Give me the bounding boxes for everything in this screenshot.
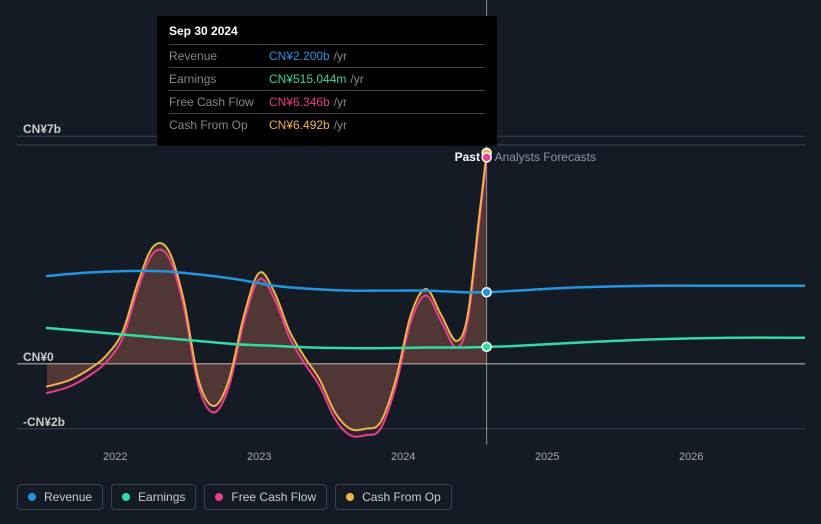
legend-label: Earnings bbox=[138, 490, 185, 504]
x-tick-label: 2024 bbox=[391, 451, 415, 463]
tooltip-row: Free Cash FlowCN¥6.346b/yr bbox=[169, 90, 485, 113]
label-forecast: Analysts Forecasts bbox=[495, 150, 596, 164]
tooltip-row-value: CN¥6.492b bbox=[269, 118, 330, 132]
tooltip-row-value: CN¥6.346b bbox=[269, 95, 330, 109]
y-tick-label: CN¥0 bbox=[23, 350, 54, 364]
tooltip-row-label: Revenue bbox=[169, 49, 269, 63]
tooltip-row-unit: /yr bbox=[334, 118, 347, 132]
tooltip-row-value: CN¥515.044m bbox=[269, 72, 346, 86]
legend: Revenue Earnings Free Cash Flow Cash From O… bbox=[17, 484, 452, 510]
tooltip-row-label: Earnings bbox=[169, 72, 269, 86]
legend-label: Revenue bbox=[44, 490, 92, 504]
chart-area: CN¥7b CN¥0 -CN¥2b 2022 2023 2024 2025 2026 Sep… bbox=[17, 0, 805, 475]
legend-dot bbox=[215, 493, 223, 501]
legend-item-revenue[interactable]: Revenue bbox=[17, 484, 103, 510]
tooltip-row: RevenueCN¥2.200b/yr bbox=[169, 44, 485, 67]
tooltip-row-unit: /yr bbox=[334, 49, 347, 63]
x-tick-label: 2026 bbox=[679, 451, 703, 463]
tooltip-title: Sep 30 2024 bbox=[169, 24, 485, 44]
legend-item-free_cash_flow[interactable]: Free Cash Flow bbox=[204, 484, 327, 510]
tooltip-row: EarningsCN¥515.044m/yr bbox=[169, 67, 485, 90]
x-tick-label: 2025 bbox=[535, 451, 559, 463]
x-tick-label: 2022 bbox=[103, 451, 127, 463]
tooltip-row-value: CN¥2.200b bbox=[269, 49, 330, 63]
tooltip-row-unit: /yr bbox=[350, 72, 363, 86]
legend-item-cash_from_op[interactable]: Cash From Op bbox=[335, 484, 452, 510]
legend-dot bbox=[28, 493, 36, 501]
tooltip-row-label: Free Cash Flow bbox=[169, 95, 269, 109]
label-past: Past bbox=[455, 150, 480, 164]
x-tick-label: 2023 bbox=[247, 451, 271, 463]
y-tick-label: CN¥7b bbox=[23, 122, 61, 136]
legend-label: Cash From Op bbox=[362, 490, 441, 504]
tooltip-row-label: Cash From Op bbox=[169, 118, 269, 132]
legend-dot bbox=[122, 493, 130, 501]
legend-label: Free Cash Flow bbox=[231, 490, 316, 504]
tooltip-row: Cash From OpCN¥6.492b/yr bbox=[169, 113, 485, 136]
y-tick-label: -CN¥2b bbox=[23, 415, 65, 429]
legend-item-earnings[interactable]: Earnings bbox=[111, 484, 196, 510]
tooltip-row-unit: /yr bbox=[334, 95, 347, 109]
legend-dot bbox=[346, 493, 354, 501]
chart-tooltip: Sep 30 2024 RevenueCN¥2.200b/yrEarningsC… bbox=[157, 16, 497, 146]
